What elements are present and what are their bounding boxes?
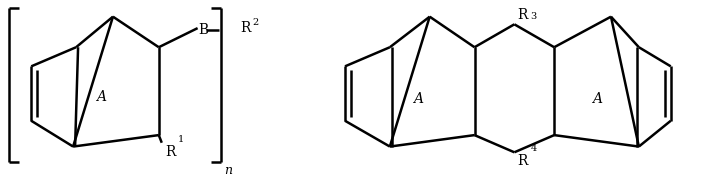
Text: 2: 2 — [253, 18, 258, 27]
Text: A: A — [413, 92, 422, 106]
Text: 1: 1 — [177, 135, 184, 144]
Text: R: R — [517, 8, 528, 22]
Text: A: A — [96, 90, 106, 104]
Text: 3: 3 — [530, 12, 536, 21]
Text: n: n — [225, 164, 232, 177]
Text: R: R — [165, 145, 176, 159]
Text: 4: 4 — [530, 144, 536, 153]
Text: B: B — [199, 23, 208, 37]
Text: A: A — [592, 92, 602, 106]
Text: R: R — [241, 21, 251, 35]
Text: R: R — [517, 154, 528, 168]
